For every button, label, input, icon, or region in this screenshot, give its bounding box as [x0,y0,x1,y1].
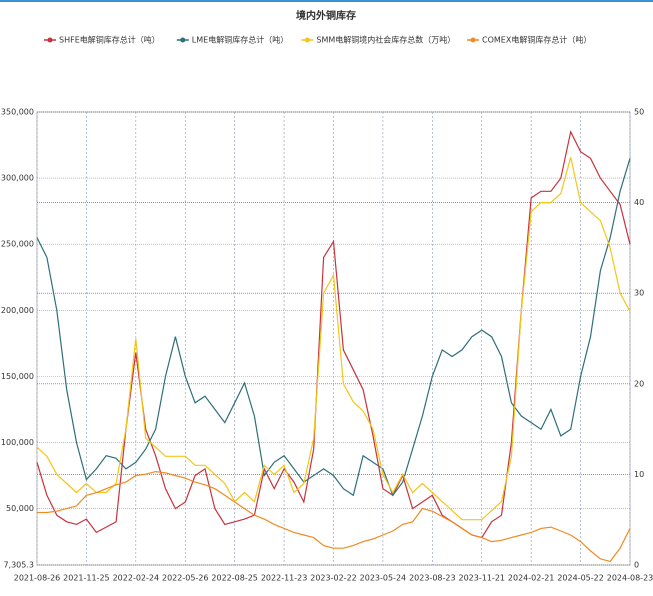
x-tick-label: 2023-08-23 [409,574,456,583]
x-tick-label: 2023-02-22 [310,574,357,583]
chart-title: 境内外铜库存 [296,9,356,22]
legend-dot [47,37,53,43]
y2-tick-label: 10 [634,470,644,479]
x-tick-label: 2024-02-21 [508,574,555,583]
series-line [36,158,631,497]
y2-tick-label: 0 [634,561,639,570]
y-tick-label: 200,000 [1,306,34,315]
legend-label: COMEX电解铜库存总计（吨） [482,35,591,45]
x-tick-label: 2022-05-26 [162,574,209,583]
y2-tick-label: 40 [634,198,644,207]
x-tick-label: 2021-11-25 [63,574,110,583]
series-line [36,129,631,539]
y2-tick-label: 50 [634,108,644,117]
x-tick-label: 2022-11-23 [261,574,308,583]
legend-label: SHFE电解铜库存总计（吨） [59,35,160,45]
legend-label: LME电解铜库存总计（吨） [192,35,288,45]
series-line [36,157,631,521]
legend-label: SMM电解铜境内社会库存总数（万吨） [316,35,455,45]
legend-dot [470,37,476,43]
x-tick-label: 2021-08-26 [14,574,61,583]
x-tick-label: 2023-11-21 [459,574,506,583]
y-tick-label: 350,000 [1,108,34,117]
x-tick-label: 2022-08-25 [211,574,258,583]
y-tick-label: 7,305.3 [3,561,34,570]
y2-tick-label: 30 [634,289,644,298]
x-tick-label: 2024-05-22 [557,574,604,583]
top-bar [0,0,653,2]
y-tick-label: 150,000 [1,372,34,381]
x-tick-label: 2024-08-23 [607,574,653,583]
y-tick-label: 50,000 [6,504,34,513]
x-tick-label: 2023-05-24 [360,574,407,583]
legend-dot [180,37,186,43]
y-tick-label: 100,000 [1,438,34,447]
x-tick-label: 2022-02-24 [113,574,160,583]
y-tick-label: 250,000 [1,240,34,249]
series-line [37,470,631,563]
y2-tick-label: 20 [634,379,644,388]
y-tick-label: 300,000 [1,174,34,183]
legend-dot [304,37,310,43]
